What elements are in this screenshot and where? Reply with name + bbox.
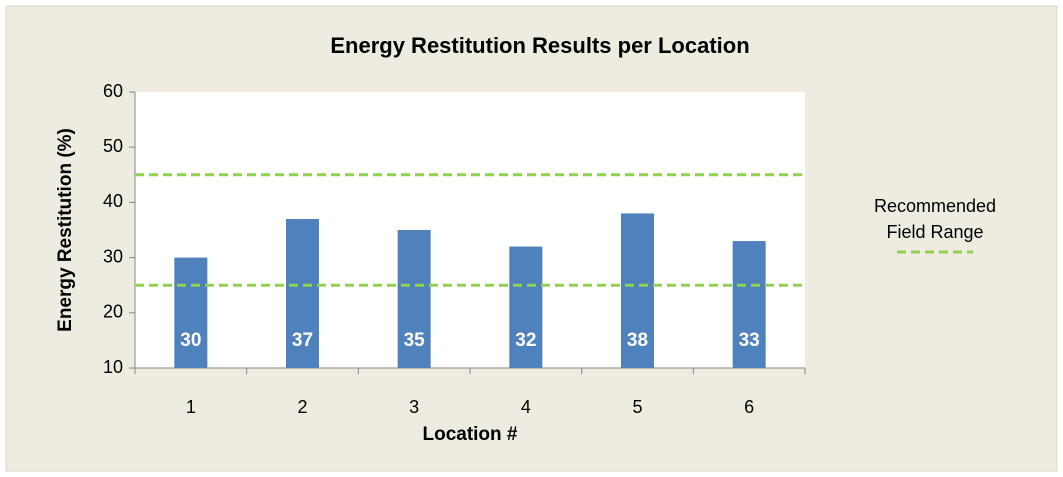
y-tick-label: 30	[103, 246, 123, 266]
bar	[174, 257, 208, 368]
y-tick-label: 40	[103, 191, 123, 211]
data-label: 38	[627, 330, 648, 351]
bar	[509, 246, 543, 368]
y-axis-title: Energy Restitution (%)	[55, 128, 76, 332]
legend: Recommended Field Range	[860, 193, 1010, 259]
bar	[397, 230, 431, 368]
x-tick-label: 6	[744, 397, 754, 417]
chart-title: Energy Restitution Results per Location	[330, 33, 749, 58]
x-tick-label: 2	[297, 397, 307, 417]
y-tick-label: 20	[103, 302, 123, 322]
bar	[621, 213, 654, 368]
x-tick-label: 1	[186, 397, 196, 417]
bar	[732, 241, 766, 368]
data-label: 33	[739, 330, 760, 351]
legend-swatch	[897, 250, 973, 254]
data-label: 30	[180, 330, 201, 351]
data-label: 32	[515, 330, 536, 351]
y-tick-label: 60	[103, 81, 123, 101]
y-tick-label: 10	[103, 357, 123, 377]
bar	[286, 218, 319, 368]
plot-area	[135, 92, 805, 368]
y-tick-label: 50	[103, 136, 123, 156]
legend-label: Recommended Field Range	[873, 196, 997, 242]
x-axis-title: Location #	[422, 424, 517, 445]
x-tick-label: 5	[632, 397, 642, 417]
x-tick-label: 3	[409, 397, 419, 417]
data-label: 35	[404, 330, 426, 351]
x-tick-label: 4	[521, 397, 531, 417]
data-label: 37	[292, 330, 313, 351]
